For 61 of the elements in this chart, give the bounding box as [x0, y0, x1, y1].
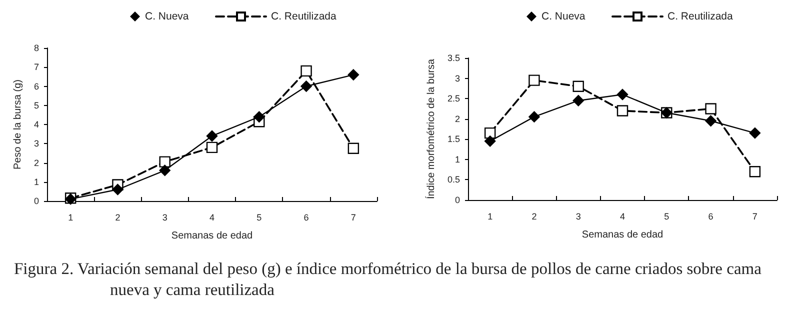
- x-tick-label: 5: [664, 212, 670, 222]
- y-tick-label: 7: [34, 62, 39, 72]
- y-tick-label: 8: [34, 43, 39, 53]
- y-tick-label: 3: [454, 73, 460, 84]
- x-tick-label: 2: [115, 212, 120, 222]
- point: [705, 103, 716, 114]
- point: [206, 130, 218, 142]
- point: [300, 65, 312, 77]
- y-tick-label: 5: [34, 100, 39, 110]
- text: Figura 2. Variación semanal del peso (g) e índice morfométrico de la bursa de pollos de carne criados sobre cama nueva y cama reutilizada: [14, 258, 762, 300]
- x-tick-label: 2: [532, 212, 537, 222]
- y-tick-label: 1: [34, 176, 39, 187]
- x-tick-label: 5: [256, 212, 262, 222]
- point: [254, 111, 265, 122]
- point: [348, 142, 360, 154]
- y-tick-label: 3: [34, 138, 39, 149]
- point: [206, 142, 218, 154]
- legend-label: C. Reutilizada: [271, 10, 337, 22]
- y-tick-label: 1: [454, 154, 460, 164]
- y-tick-label: 2: [34, 158, 39, 168]
- point: [528, 74, 540, 86]
- legend-label: C. Nueva: [145, 10, 189, 22]
- y-tick-label: 1.5: [447, 134, 460, 144]
- y-axis-title: Índice morfométrico de la bursa: [425, 58, 438, 200]
- point: [572, 80, 584, 92]
- x-tick-label: 3: [162, 212, 168, 222]
- x-tick-label: 4: [620, 212, 626, 222]
- x-tick-label: 6: [304, 212, 309, 222]
- point: [616, 105, 628, 116]
- point: [749, 127, 761, 139]
- point: [159, 156, 170, 168]
- x-axis-title: Semanas de edad: [171, 230, 253, 242]
- y-axis-title: Peso de la bursa (g): [12, 79, 24, 170]
- y-tick-label: 0: [34, 196, 39, 206]
- legend-label: C. Nueva: [542, 10, 586, 22]
- y-tick-label: 2.5: [447, 94, 460, 104]
- x-tick-label: 7: [350, 212, 356, 222]
- point: [348, 69, 360, 80]
- point: [749, 166, 761, 178]
- x-tick-label: 6: [708, 212, 714, 222]
- y-tick-label: 0: [454, 195, 460, 205]
- x-tick-label: 3: [576, 212, 581, 222]
- legend-label: C. Reutilizada: [668, 10, 734, 22]
- y-tick-label: 2: [454, 114, 460, 124]
- point: [616, 88, 628, 100]
- point: [112, 184, 124, 196]
- x-tick-label: 7: [752, 212, 758, 222]
- x-axis-title: Semanas de edad: [582, 230, 664, 240]
- point: [300, 80, 312, 92]
- point: [572, 95, 584, 106]
- y-tick-label: 0.5: [447, 174, 460, 185]
- point: [159, 164, 170, 176]
- point: [705, 115, 716, 126]
- y-tick-label: 6: [34, 81, 39, 92]
- y-tick-label: 4: [34, 120, 39, 130]
- y-tick-label: 3.5: [447, 53, 460, 63]
- x-tick-label: 1: [488, 212, 493, 222]
- point: [484, 136, 496, 147]
- point: [528, 111, 540, 122]
- x-tick-label: 4: [209, 212, 215, 222]
- x-tick-label: 1: [68, 212, 74, 222]
